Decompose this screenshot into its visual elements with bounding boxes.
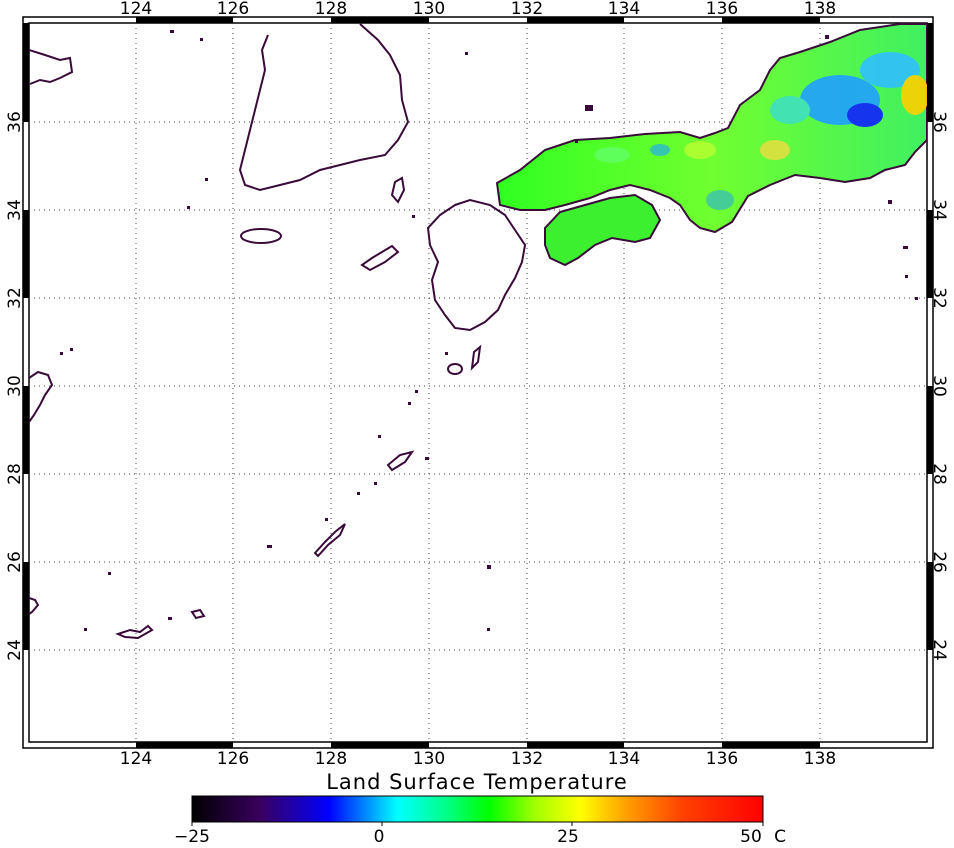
lat-label-right: 26 [929,551,949,573]
miyako-yaeyama-islands [115,624,154,640]
lon-label-bottom: 126 [217,749,249,769]
lon-label-top: 132 [511,0,543,19]
tsushima-island [390,176,406,204]
lat-label-left: 24 [5,639,25,661]
colorbar-title: Land Surface Temperature [326,770,628,794]
lat-labels-left: 24 26 28 30 32 34 36 [5,111,25,661]
lat-label-right: 36 [929,111,949,133]
lat-label-right: 30 [929,375,949,397]
lon-label-bottom: 138 [804,749,836,769]
small-islands [60,30,918,631]
lon-label-top: 134 [608,0,640,19]
lat-label-right: 32 [929,287,949,309]
korean-peninsula-coast [238,23,410,192]
lat-label-right: 24 [929,639,949,661]
lon-label-bottom: 124 [120,749,152,769]
lon-label-top: 128 [315,0,347,19]
lon-label-bottom: 134 [608,749,640,769]
china-coast-south [29,370,54,423]
lon-labels-top: 124 126 128 130 132 134 136 138 [120,0,836,19]
lon-label-bottom: 136 [706,749,738,769]
lat-label-left: 30 [5,375,25,397]
amami-oshima [386,450,415,472]
plot-frame [28,22,928,743]
taiwan-coast [29,597,40,615]
colorbar-unit: C [774,827,786,847]
lon-label-top: 136 [706,0,738,19]
tanegashima [470,344,482,371]
shikoku-region [544,193,662,267]
lat-label-left: 28 [5,463,25,485]
lon-label-top: 138 [804,0,836,19]
goto-islands [360,244,400,272]
lon-labels-bottom: 124 126 128 130 132 134 136 138 [120,749,836,769]
lon-label-bottom: 128 [315,749,347,769]
honshu-chugoku-region [495,23,927,234]
colorbar [191,795,764,823]
lat-label-left: 26 [5,551,25,573]
colorbar-ticks [191,822,764,826]
lat-label-left: 34 [5,199,25,221]
lon-label-bottom: 132 [511,749,543,769]
lat-label-left: 36 [5,111,25,133]
yakushima [447,363,463,375]
okinawa-island [313,523,346,558]
lat-labels-right: 24 26 28 30 32 34 36 [929,111,949,661]
kyushu-coast [426,198,527,332]
china-coast-north [29,49,74,85]
lon-label-bottom: 130 [413,749,445,769]
colorbar-tick-label: 0 [374,827,385,847]
colorbar-tick-label: −25 [174,827,210,847]
outer-frame [22,16,934,749]
lst-highland-patches [594,52,927,210]
lat-label-right: 28 [929,463,949,485]
lat-label-left: 32 [5,287,25,309]
lon-label-top: 126 [217,0,249,19]
lon-label-top: 130 [413,0,445,19]
frame-ticks [23,17,933,748]
colorbar-tick-label: 25 [557,827,579,847]
ishigaki-island [190,608,206,620]
lat-label-right: 34 [929,199,949,221]
jeju-island [240,228,282,244]
colorbar-tick-label: 50 [740,827,762,847]
lon-label-top: 124 [120,0,152,19]
